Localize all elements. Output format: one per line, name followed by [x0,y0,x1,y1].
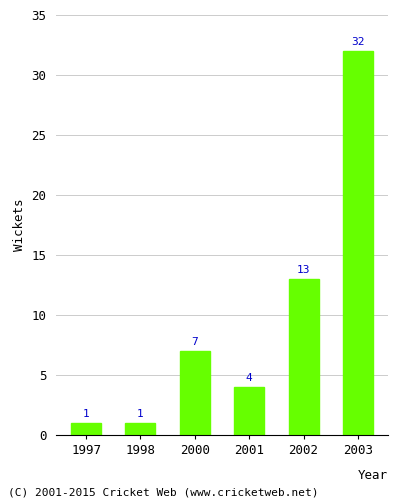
Text: 4: 4 [246,374,252,384]
Text: 32: 32 [351,38,365,48]
Text: (C) 2001-2015 Cricket Web (www.cricketweb.net): (C) 2001-2015 Cricket Web (www.cricketwe… [8,488,318,498]
Bar [71,423,101,435]
Bar [343,51,373,435]
Bar [126,423,155,435]
Text: 7: 7 [192,338,198,347]
Bar [289,279,318,435]
Text: 1: 1 [137,410,144,420]
Bar [234,387,264,435]
Text: Year: Year [358,468,388,481]
Text: 1: 1 [83,410,90,420]
Bar [180,351,210,435]
Y-axis label: Wickets: Wickets [13,198,26,251]
Text: 13: 13 [297,266,310,276]
